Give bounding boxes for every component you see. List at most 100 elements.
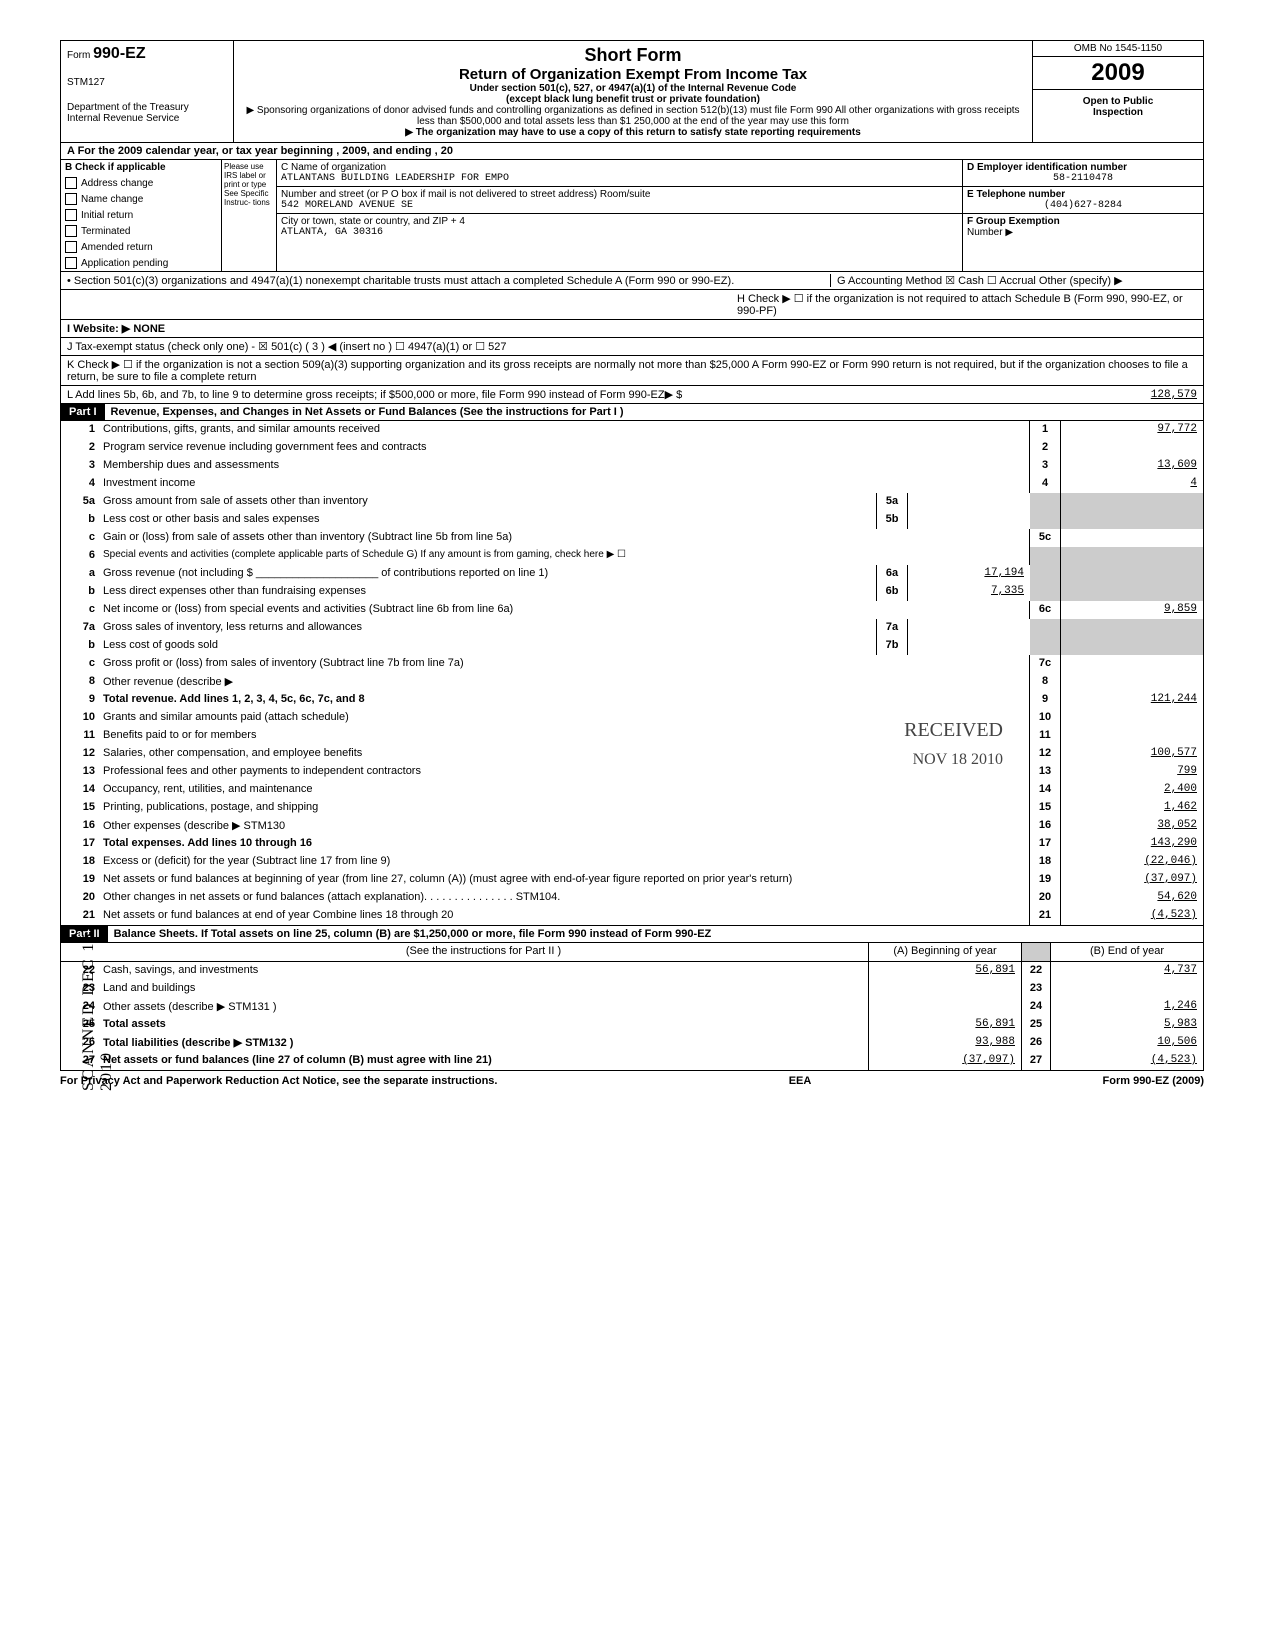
- ld: Net assets or fund balances at beginning…: [99, 871, 1030, 889]
- ld: Less direct expenses other than fundrais…: [99, 583, 876, 601]
- checkbox-icon[interactable]: [65, 193, 77, 205]
- e-label: E Telephone number: [967, 189, 1199, 200]
- ld: Special events and activities (complete …: [99, 547, 1029, 565]
- checkbox-icon[interactable]: [65, 257, 77, 269]
- lb: 21: [1030, 907, 1061, 925]
- ln: 2: [61, 439, 99, 457]
- ln: 3: [61, 457, 99, 475]
- lv: 1,462: [1061, 799, 1203, 817]
- lb: 11: [1030, 727, 1061, 745]
- lb: 1: [1030, 421, 1061, 439]
- shade-cell: [1030, 619, 1061, 637]
- form-990ez: Form 990-EZ STM127 Department of the Tre…: [60, 40, 1204, 1091]
- ld: Printing, publications, postage, and shi…: [99, 799, 1030, 817]
- stamp-scanned: SCANNED DEC 15 2010: [80, 910, 116, 1091]
- lb: 14: [1030, 781, 1061, 799]
- lb: 13: [1030, 763, 1061, 781]
- lmv: [908, 637, 1030, 655]
- lv: 13,609: [1061, 457, 1203, 475]
- part2-title: Balance Sheets. If Total assets on line …: [108, 926, 1203, 942]
- ln: 15: [61, 799, 99, 817]
- ln: 19: [61, 871, 99, 889]
- subtitle-2: (except black lung benefit trust or priv…: [240, 94, 1026, 105]
- lb: 4: [1030, 475, 1061, 493]
- ld: Excess or (deficit) for the year (Subtra…: [99, 853, 1030, 871]
- lmb: 5a: [876, 493, 908, 511]
- lb: 8: [1030, 673, 1061, 691]
- lv: [1061, 655, 1203, 673]
- ba: 56,891: [869, 962, 1022, 980]
- lv: 2,400: [1061, 781, 1203, 799]
- ld: Professional fees and other payments to …: [99, 763, 1030, 781]
- lv: 97,772: [1061, 421, 1203, 439]
- lb: 15: [1030, 799, 1061, 817]
- block-bcde: B Check if applicable Address change Nam…: [60, 160, 1204, 272]
- c-name-label: C Name of organization: [281, 162, 958, 173]
- phone: (404)627-8284: [967, 200, 1199, 211]
- ld: Other expenses (describe ▶ STM130: [99, 817, 1030, 835]
- be: [1051, 980, 1203, 998]
- l-value: 128,579: [1067, 389, 1197, 401]
- p2-instr: (See the instructions for Part II ): [99, 943, 869, 961]
- ln: 13: [61, 763, 99, 781]
- lb: 12: [1030, 745, 1061, 763]
- lb: 17: [1030, 835, 1061, 853]
- col-b-hdr: (B) End of year: [1051, 943, 1203, 961]
- shade-cell: [1030, 583, 1061, 601]
- ln: b: [61, 511, 99, 529]
- footer-right: Form 990-EZ (2009): [1103, 1075, 1204, 1087]
- shade-cell: [1030, 493, 1061, 511]
- checkbox-icon[interactable]: [65, 209, 77, 221]
- bb: 22: [1022, 962, 1051, 980]
- lb: 19: [1030, 871, 1061, 889]
- bb: 27: [1022, 1052, 1051, 1070]
- checkbox-icon[interactable]: [65, 177, 77, 189]
- bd: Total liabilities (describe ▶ STM132 ): [99, 1034, 869, 1052]
- lv: [1061, 727, 1203, 745]
- lb: 5c: [1030, 529, 1061, 547]
- ld: Membership dues and assessments: [99, 457, 1030, 475]
- ld: Other revenue (describe ▶: [99, 673, 1030, 691]
- ln: 8: [61, 673, 99, 691]
- ba: [869, 980, 1022, 998]
- ld: Contributions, gifts, grants, and simila…: [99, 421, 1030, 439]
- ld: Grants and similar amounts paid (attach …: [99, 709, 1030, 727]
- row-k: K Check ▶ ☐ if the organization is not a…: [60, 356, 1204, 386]
- org-city: ATLANTA, GA 30316: [281, 227, 958, 238]
- f-label: F Group Exemption: [967, 216, 1199, 227]
- ld: Less cost of goods sold: [99, 637, 876, 655]
- footer-left: For Privacy Act and Paperwork Reduction …: [60, 1075, 497, 1087]
- lv: [1061, 673, 1203, 691]
- lv: (37,097): [1061, 871, 1203, 889]
- be: 10,506: [1051, 1034, 1203, 1052]
- be: (4,523): [1051, 1052, 1203, 1070]
- ld: Total expenses. Add lines 10 through 16: [99, 835, 1030, 853]
- irs: Internal Revenue Service: [67, 113, 227, 124]
- part1-title: Revenue, Expenses, and Changes in Net As…: [105, 404, 1203, 420]
- checkbox-icon[interactable]: [65, 225, 77, 237]
- lb: 9: [1030, 691, 1061, 709]
- lv: (4,523): [1061, 907, 1203, 925]
- col-c: Please use IRS label or print or type Se…: [222, 160, 963, 271]
- ba: [869, 998, 1022, 1016]
- be: 5,983: [1051, 1016, 1203, 1034]
- org-street: 542 MORELAND AVENUE SE: [281, 200, 958, 211]
- bd: Other assets (describe ▶ STM131 ): [99, 998, 869, 1016]
- ld: Gross revenue (not including $ _________…: [99, 565, 876, 583]
- ln: 18: [61, 853, 99, 871]
- h-check: H Check ▶ ☐ if the organization is not r…: [737, 292, 1197, 317]
- lv: (22,046): [1061, 853, 1203, 871]
- ld: Net assets or fund balances at end of ye…: [99, 907, 1030, 925]
- shade-cell: [1061, 511, 1203, 529]
- checkbox-icon[interactable]: [65, 241, 77, 253]
- col-b: B Check if applicable Address change Nam…: [61, 160, 222, 271]
- lv: 4: [1061, 475, 1203, 493]
- g-accounting: G Accounting Method ☒ Cash ☐ Accrual Oth…: [830, 274, 1197, 287]
- lmb: 7a: [876, 619, 908, 637]
- ein: 58-2110478: [967, 173, 1199, 184]
- lb: 20: [1030, 889, 1061, 907]
- ld: Gross sales of inventory, less returns a…: [99, 619, 876, 637]
- c-street-label: Number and street (or P O box if mail is…: [281, 189, 958, 200]
- lb: 10: [1030, 709, 1061, 727]
- lmv: 7,335: [908, 583, 1030, 601]
